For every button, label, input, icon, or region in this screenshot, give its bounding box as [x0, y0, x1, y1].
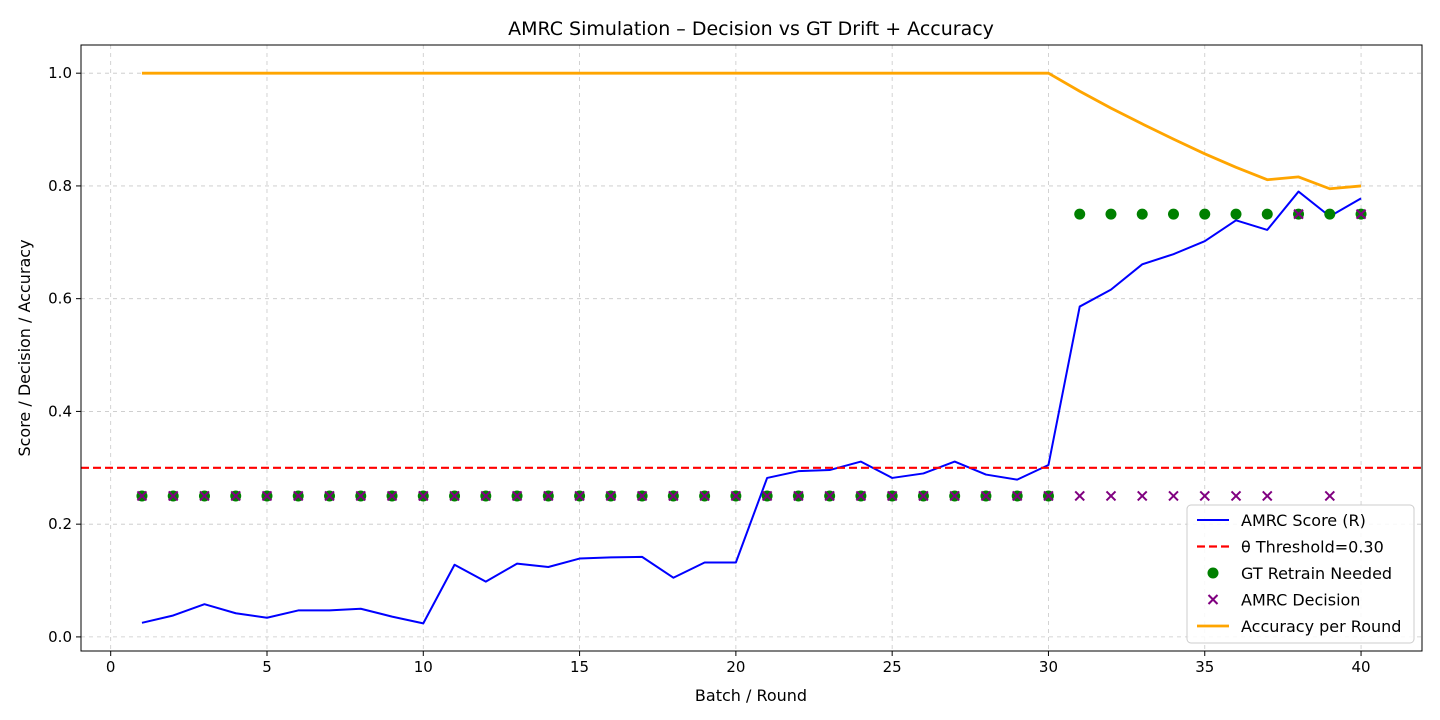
x-tick-label: 15: [570, 658, 589, 676]
x-tick-label: 5: [262, 658, 272, 676]
x-tick-label: 25: [883, 658, 902, 676]
amrc-score-line: [141, 190, 1362, 625]
x-tick-label: 0: [106, 658, 116, 676]
amrc-decision-point: [949, 490, 960, 502]
legend-label: AMRC Decision: [1241, 591, 1360, 610]
gt-retrain-point: [1261, 208, 1273, 220]
legend-label: Accuracy per Round: [1241, 617, 1401, 636]
amrc-decision-point: [886, 490, 898, 502]
amrc-decision-point: [543, 490, 554, 502]
amrc-decision-point: [1324, 490, 1335, 502]
series-4: [141, 71, 1362, 191]
amrc-decision-point: [1137, 490, 1148, 502]
x-tick-label: 35: [1195, 658, 1214, 676]
amrc-decision-point: [480, 490, 492, 502]
amrc-decision-point: [761, 490, 773, 502]
amrc-decision-point: [199, 490, 210, 502]
amrc-decision-point: [1199, 490, 1210, 502]
amrc-decision-point: [1074, 490, 1085, 502]
y-ticks: 0.0 0.2 0.4 0.6 0.8 1.0: [48, 64, 81, 646]
y-tick-label: 0.8: [48, 177, 72, 195]
amrc-decision-point: [793, 490, 804, 502]
amrc-decision-point: [574, 490, 585, 502]
amrc-decision-point: [855, 490, 867, 502]
series-3: [136, 208, 1367, 502]
amrc-decision-point: [668, 490, 679, 502]
legend-item: θ Threshold=0.30: [1197, 538, 1384, 557]
legend-label: GT Retrain Needed: [1241, 564, 1392, 583]
gt-retrain-point: [1167, 208, 1179, 220]
y-tick-label: 0.0: [48, 628, 72, 646]
amrc-decision-point: [136, 490, 148, 502]
legend-swatch: [1207, 594, 1219, 605]
x-axis-label: Batch / Round: [695, 686, 807, 705]
legend-label: θ Threshold=0.30: [1241, 538, 1384, 557]
amrc-decision-point: [449, 490, 460, 502]
y-tick-label: 0.2: [48, 515, 72, 533]
plot-frame: [80, 44, 1423, 652]
x-tick-label: 20: [726, 658, 745, 676]
legend-swatch: [1207, 567, 1219, 579]
x-tick-label: 40: [1351, 658, 1370, 676]
amrc-decision-point: [636, 490, 648, 502]
y-tick-label: 0.6: [48, 290, 72, 308]
legend-item: Accuracy per Round: [1197, 617, 1401, 636]
legend: AMRC Score (R) θ Threshold=0.30 GT Retrain…: [1186, 504, 1415, 644]
amrc-decision-point: [168, 490, 179, 502]
amrc-decision-point: [1293, 208, 1304, 220]
amrc-decision-point: [1105, 490, 1117, 502]
legend-box: [1186, 504, 1415, 644]
gt-retrain-point: [1074, 208, 1086, 220]
gt-retrain-point: [1230, 208, 1242, 220]
amrc-decision-point: [980, 490, 992, 502]
amrc-decision-point: [324, 490, 335, 502]
x-tick-label: 30: [1039, 658, 1058, 676]
amrc-decision-point: [1168, 490, 1179, 502]
gt-retrain-point: [1199, 208, 1211, 220]
amrc-decision-point: [355, 490, 366, 502]
amrc-decision-point: [918, 490, 929, 502]
amrc-decision-point: [418, 490, 429, 502]
amrc-decision-point: [511, 490, 523, 502]
amrc-decision-point: [605, 490, 617, 502]
series-0: [141, 190, 1362, 625]
y-axis-label: Score / Decision / Accuracy: [15, 239, 34, 456]
gt-retrain-point: [1105, 208, 1117, 220]
amrc-decision-point: [1262, 490, 1273, 502]
y-tick-label: 1.0: [48, 64, 72, 82]
amrc-decision-point: [293, 490, 304, 502]
y-tick-label: 0.4: [48, 402, 72, 420]
amrc-decision-point: [386, 490, 398, 502]
amrc-decision-point: [824, 490, 835, 502]
chart-title: AMRC Simulation – Decision vs GT Drift +…: [508, 18, 994, 40]
gt-retrain-point: [1136, 208, 1148, 220]
amrc-decision-point: [730, 490, 742, 502]
legend-item: AMRC Decision: [1207, 591, 1360, 610]
amrc-decision-point: [1011, 490, 1023, 502]
amrc-decision-point: [261, 490, 273, 502]
legend-item: GT Retrain Needed: [1207, 564, 1392, 583]
plot-area: [81, 71, 1422, 625]
amrc-decision-point: [230, 490, 241, 502]
amrc-decision-point: [1230, 490, 1242, 502]
legend-label: AMRC Score (R): [1241, 511, 1366, 530]
amrc-decision-point: [1043, 490, 1054, 502]
gt-retrain-point: [1324, 208, 1336, 220]
x-tick-label: 10: [414, 658, 433, 676]
x-ticks: 0 5 10 15 20 25 30 35 40: [106, 651, 1371, 676]
legend-item: AMRC Score (R): [1197, 511, 1366, 530]
amrc-decision-point: [699, 490, 710, 502]
amrc-decision-point: [1355, 208, 1367, 220]
series-2: [136, 208, 1367, 502]
accuracy-line: [141, 71, 1362, 191]
